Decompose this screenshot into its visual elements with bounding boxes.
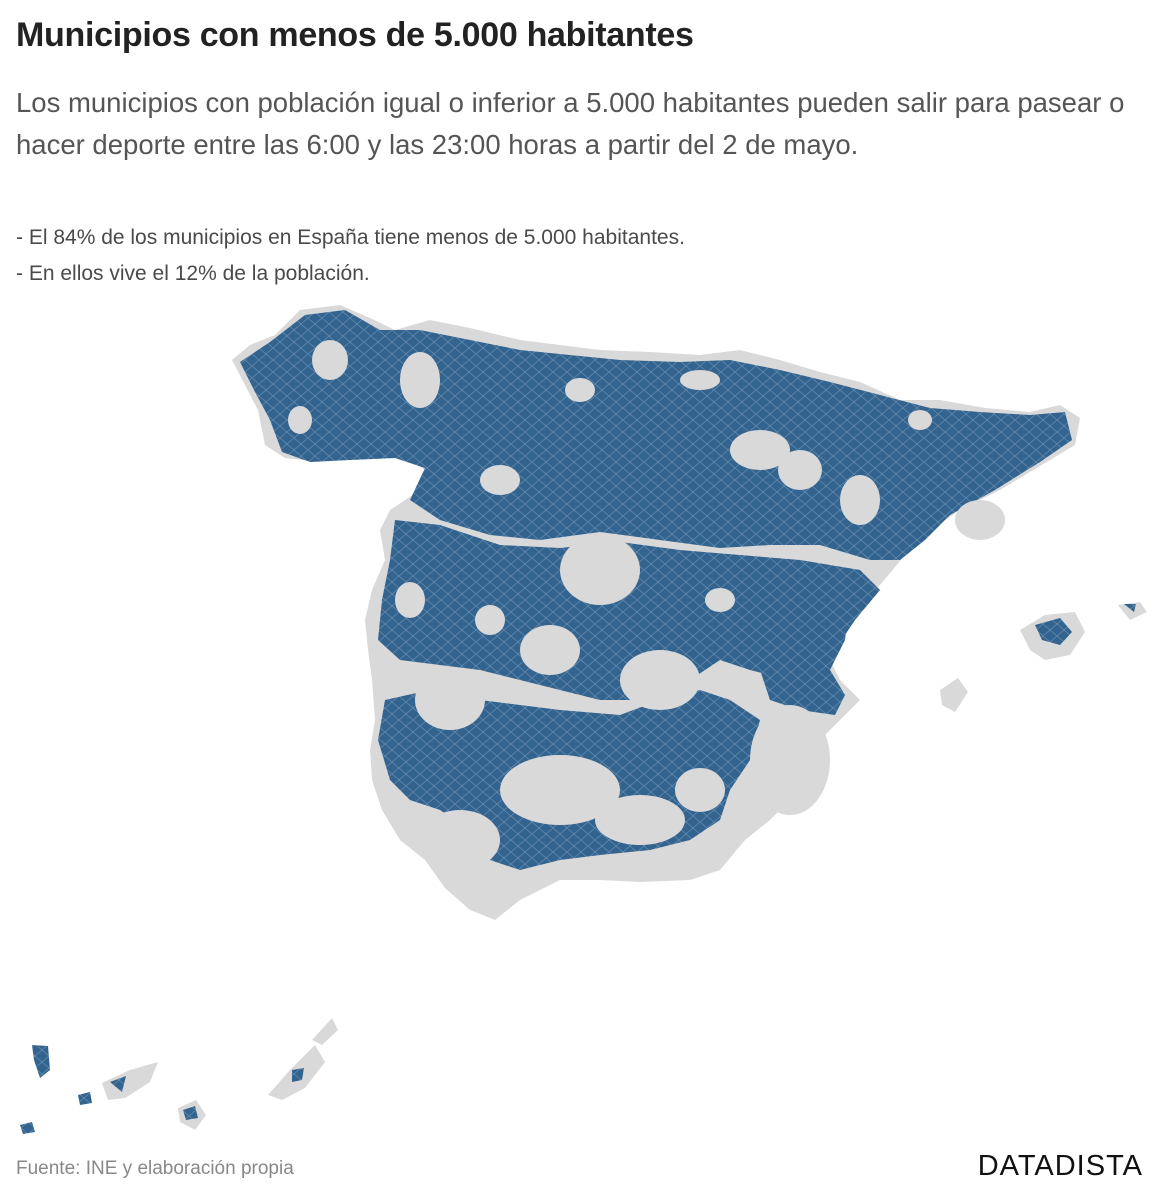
balearic-islands: [940, 602, 1147, 712]
chart-title: Municipios con menos de 5.000 habitantes: [16, 16, 694, 54]
large-municipality-areas: [288, 340, 1005, 870]
region-center-west: [378, 520, 880, 700]
notes-list: - El 84% de los municipios en España tie…: [16, 220, 685, 292]
region-north: [240, 310, 1072, 560]
spain-municipalities-map: [20, 305, 1147, 1134]
note-percent-population: - En ellos vive el 12% de la población.: [16, 262, 370, 285]
brand-logo: DATADISTA: [977, 1150, 1143, 1182]
canary-islands: [20, 1018, 338, 1134]
note-percent-municipalities: - El 84% de los municipios en España tie…: [16, 226, 685, 249]
chart-subtitle: Los municipios con población igual o inf…: [16, 87, 1125, 160]
source-note: Fuente: INE y elaboración propia: [16, 1158, 294, 1179]
region-east: [760, 590, 850, 715]
